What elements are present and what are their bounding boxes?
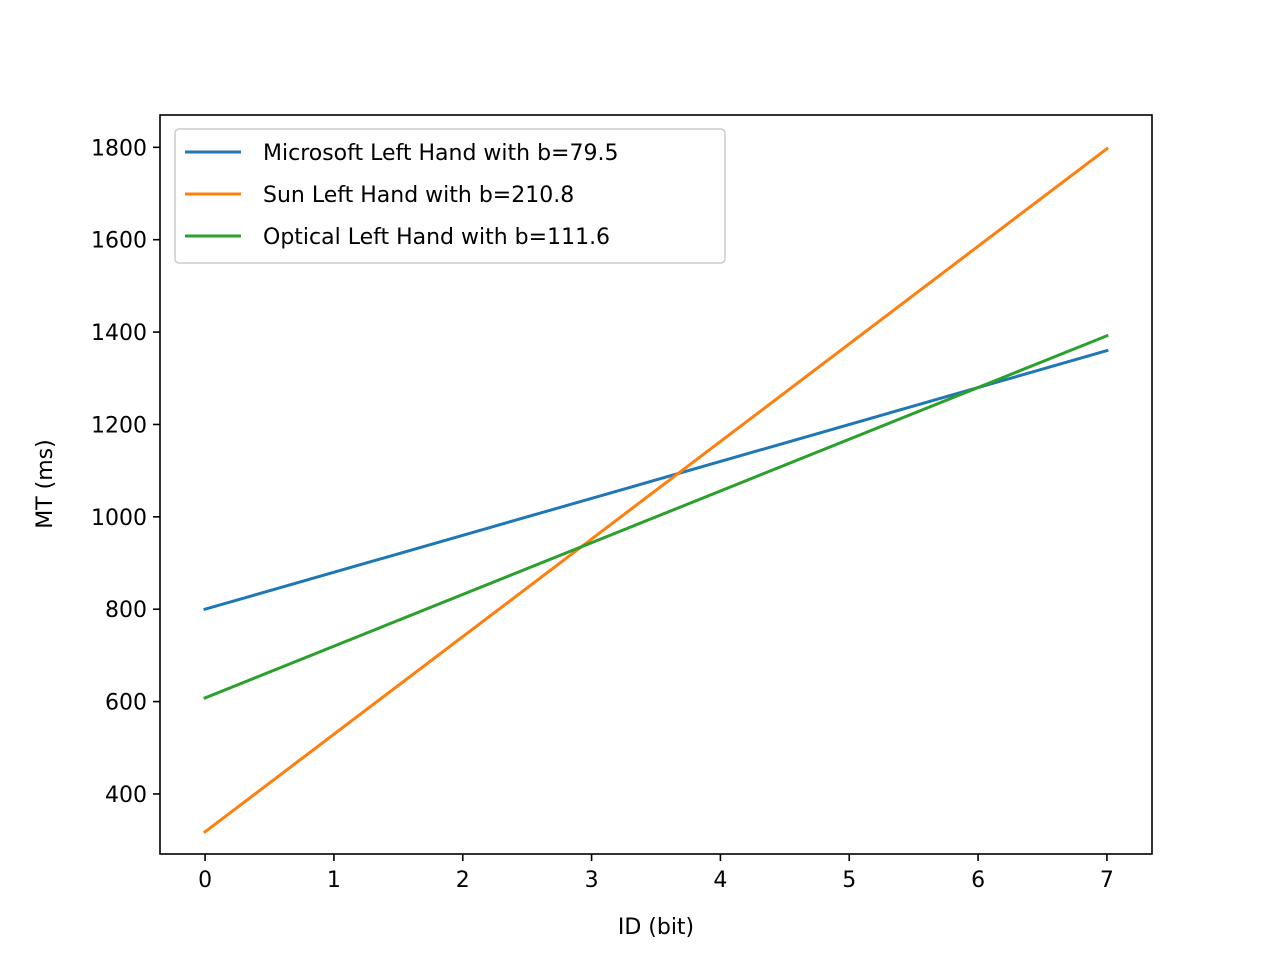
legend-label-1: Microsoft Left Hand with b=79.5 [263,141,618,166]
series-layer [202,146,1110,834]
x-tick-label: 3 [585,868,599,893]
y-tick-label: 1400 [91,321,147,346]
x-tick-label: 6 [971,868,985,893]
plot-frame [159,114,1153,855]
series-line-2 [202,146,1110,834]
y-tick-label: 1600 [91,229,147,254]
x-tick-label: 7 [1100,868,1114,893]
legend-box [174,128,726,264]
x-tick-label: 2 [456,868,470,893]
x-tick-label: 4 [713,868,727,893]
y-tick-label: 1000 [91,506,147,531]
x-tick-label: 0 [198,868,212,893]
y-tick-label: 800 [105,598,147,623]
x-axis-title: ID (bit) [618,915,694,940]
y-tick-label: 600 [105,691,147,716]
legend-label-2: Sun Left Hand with b=210.8 [263,183,574,208]
series-line-3 [203,333,1109,700]
legend: Microsoft Left Hand with b=79.5 Sun Left … [174,128,726,264]
y-axis-title: MT (ms) [33,439,58,528]
y-tick-label: 1200 [91,413,147,438]
y-tick-label: 1800 [91,136,147,161]
series-line-1 [203,348,1109,612]
y-tick-label: 400 [105,783,147,808]
legend-label-3: Optical Left Hand with b=111.6 [263,225,610,250]
x-tick-label: 1 [327,868,341,893]
x-tick-label: 5 [842,868,856,893]
y-axis-ticks: 400 600 800 1000 1200 1400 1600 1800 [91,136,160,808]
x-axis-ticks: 0 1 2 3 4 5 6 7 [198,854,1114,893]
